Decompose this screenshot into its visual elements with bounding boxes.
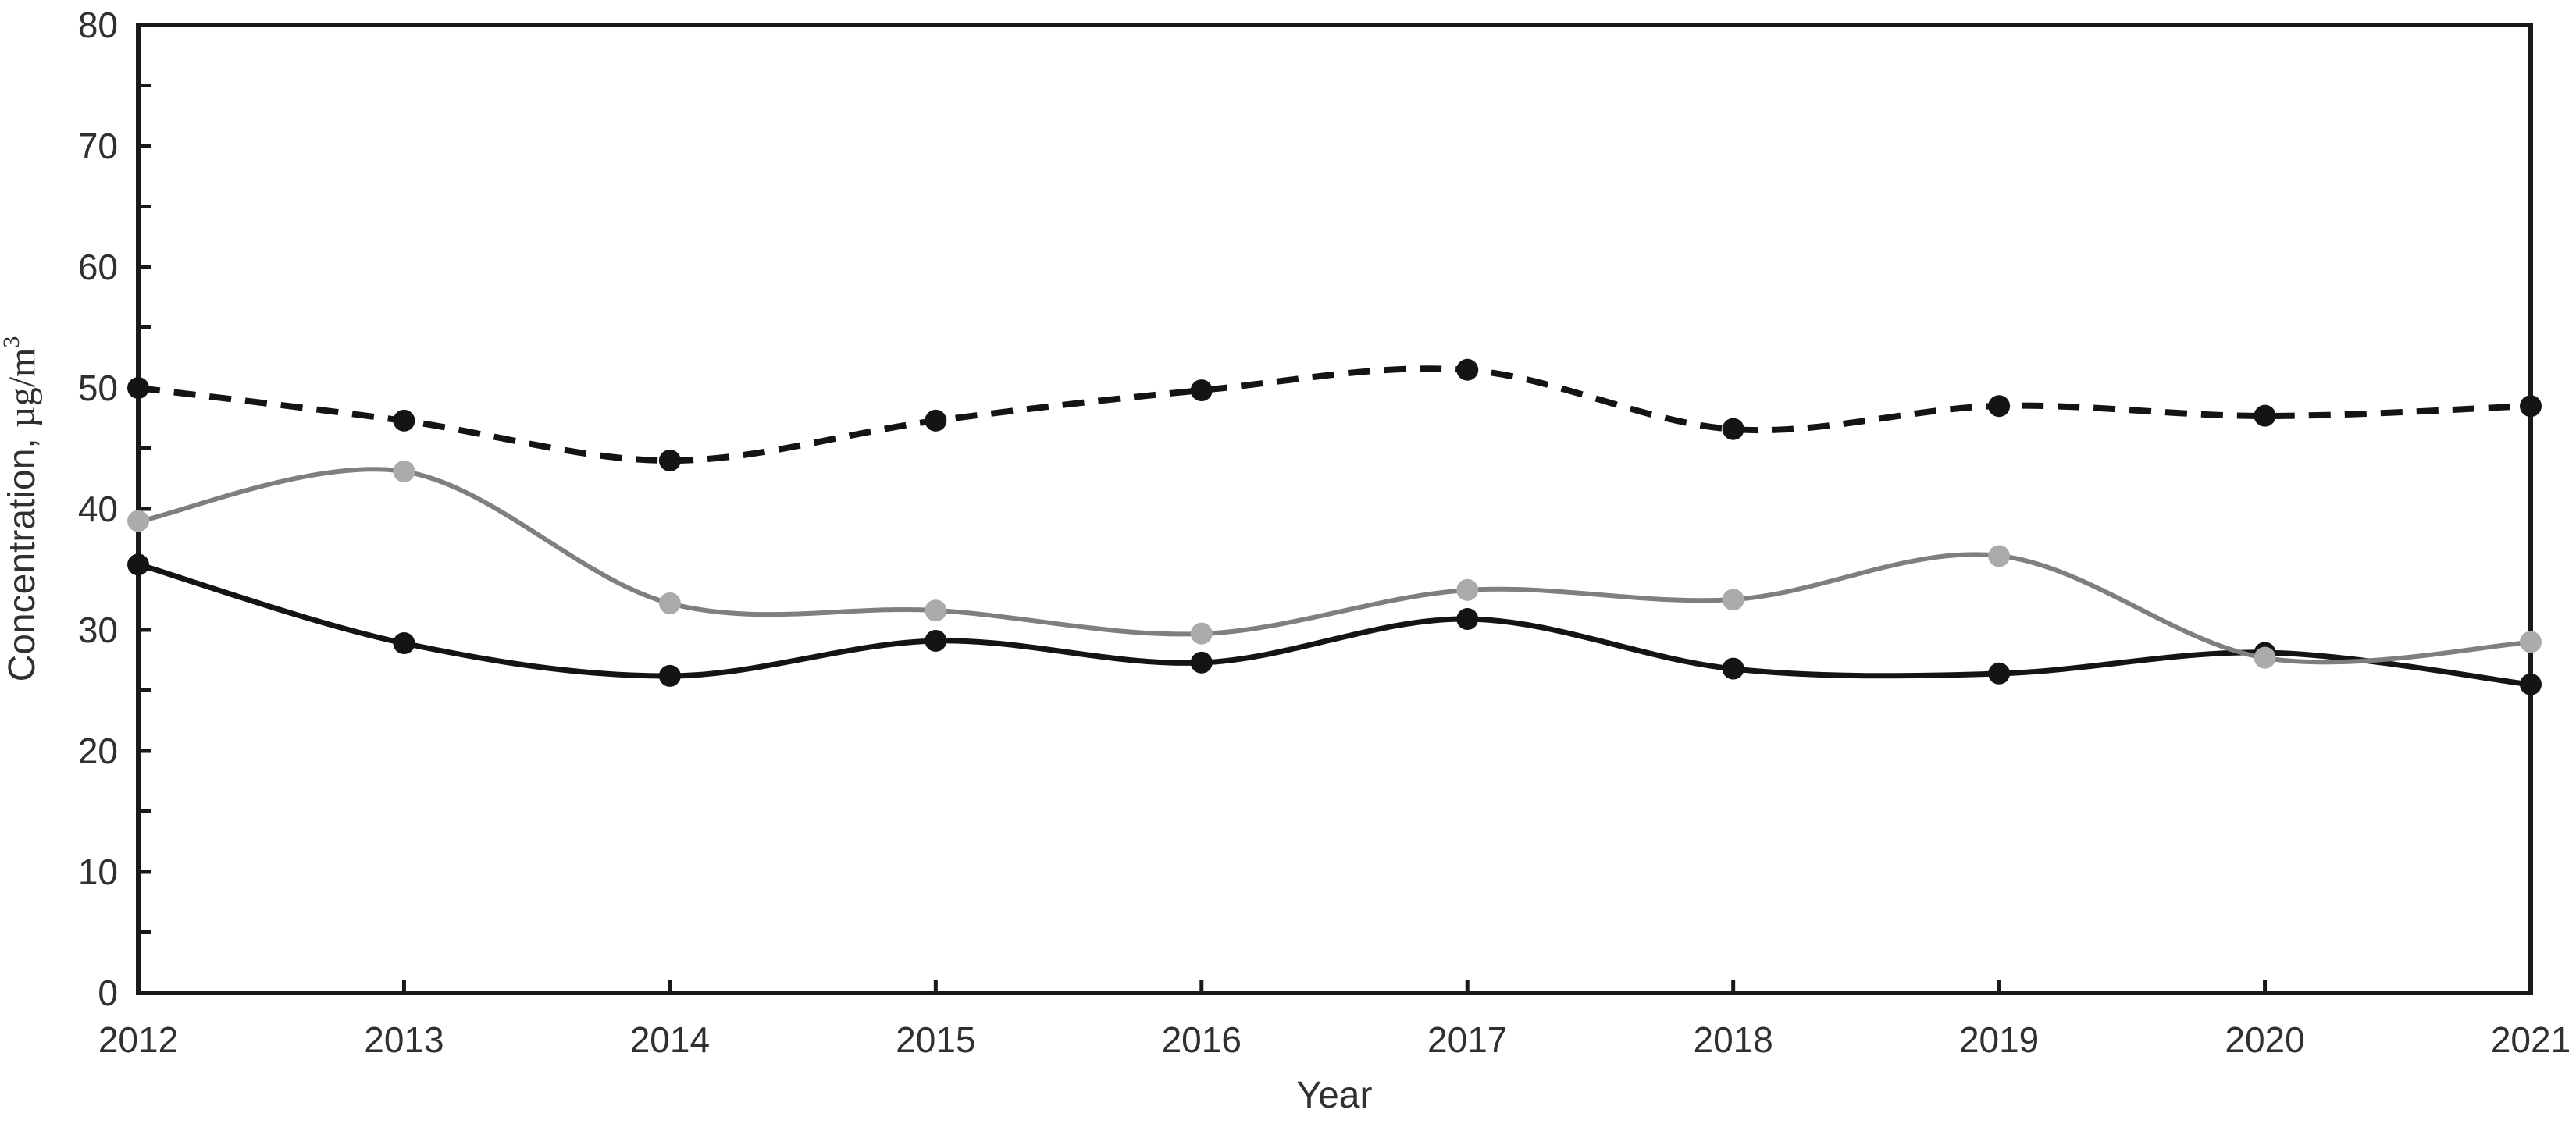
series-dashed-black-point	[1456, 358, 1479, 381]
series-solid-black-point	[393, 632, 415, 655]
y-axis-tick-label: 40	[78, 489, 118, 529]
y-axis-tick-label: 60	[78, 247, 118, 287]
series-solid-gray-point	[127, 510, 149, 532]
x-axis-title: Year	[1297, 1075, 1373, 1116]
series-solid-gray-point	[1456, 578, 1479, 601]
series-solid-gray	[137, 467, 2531, 665]
series-solid-gray-point	[393, 460, 415, 482]
series-solid-black-point	[1190, 651, 1213, 674]
series-solid-gray-point	[1722, 589, 1744, 611]
series-solid-gray-point	[1988, 545, 2011, 567]
series-dashed-black-point	[1190, 379, 1213, 402]
y-axis-tick-label: 70	[78, 126, 118, 166]
series-solid-black-point	[1988, 662, 2011, 685]
y-axis-tick-label: 10	[78, 852, 118, 892]
x-axis-tick-label: 2015	[896, 1019, 975, 1060]
x-axis-tick-label: 2018	[1693, 1019, 1773, 1060]
series-solid-gray-point	[658, 592, 681, 614]
x-axis-tick-label: 2016	[1162, 1019, 1242, 1060]
y-axis-tick-label: 80	[78, 5, 118, 45]
y-axis-tick-label: 20	[78, 731, 118, 771]
series-solid-black-point	[1722, 657, 1744, 680]
x-axis-tick-label: 2014	[630, 1019, 710, 1060]
y-axis-tick-label: 50	[78, 368, 118, 408]
series-dashed-black-point	[1988, 395, 2011, 418]
series-dashed-black-point	[925, 409, 947, 432]
series-solid-black-point	[1456, 608, 1479, 631]
series-solid-gray-point	[1190, 622, 1213, 645]
series-solid-gray-point	[2254, 646, 2276, 669]
y-axis-title: Concentration, µg/m3	[0, 336, 43, 682]
x-axis-tick-label: 2021	[2491, 1019, 2571, 1060]
series-solid-black-point	[925, 629, 947, 652]
y-axis-tick-label: 30	[78, 610, 118, 650]
x-axis-tick-label: 2013	[364, 1019, 444, 1060]
series-solid-black	[137, 561, 2531, 688]
y-axis-tick-label: 0	[98, 973, 118, 1013]
x-axis-tick-label: 2019	[1959, 1019, 2039, 1060]
series-solid-gray-point	[2520, 631, 2542, 653]
x-axis-tick-label: 2017	[1427, 1019, 1507, 1060]
series-dashed-black-point	[1722, 418, 1744, 440]
series-dashed-black-point	[2254, 404, 2276, 427]
series-solid-gray-point	[925, 599, 947, 622]
series-dashed-black	[137, 365, 2531, 464]
series-dashed-black-point	[127, 377, 149, 399]
x-axis-tick-label: 2012	[98, 1019, 178, 1060]
series-solid-black-point	[127, 553, 149, 576]
series-solid-black-point	[2520, 673, 2542, 695]
series-solid-black-point	[658, 664, 681, 687]
series-dashed-black-point	[393, 409, 415, 432]
series-dashed-black-point	[658, 450, 681, 471]
x-axis-tick-label: 2020	[2225, 1019, 2304, 1060]
series-dashed-black-point	[2520, 395, 2542, 418]
